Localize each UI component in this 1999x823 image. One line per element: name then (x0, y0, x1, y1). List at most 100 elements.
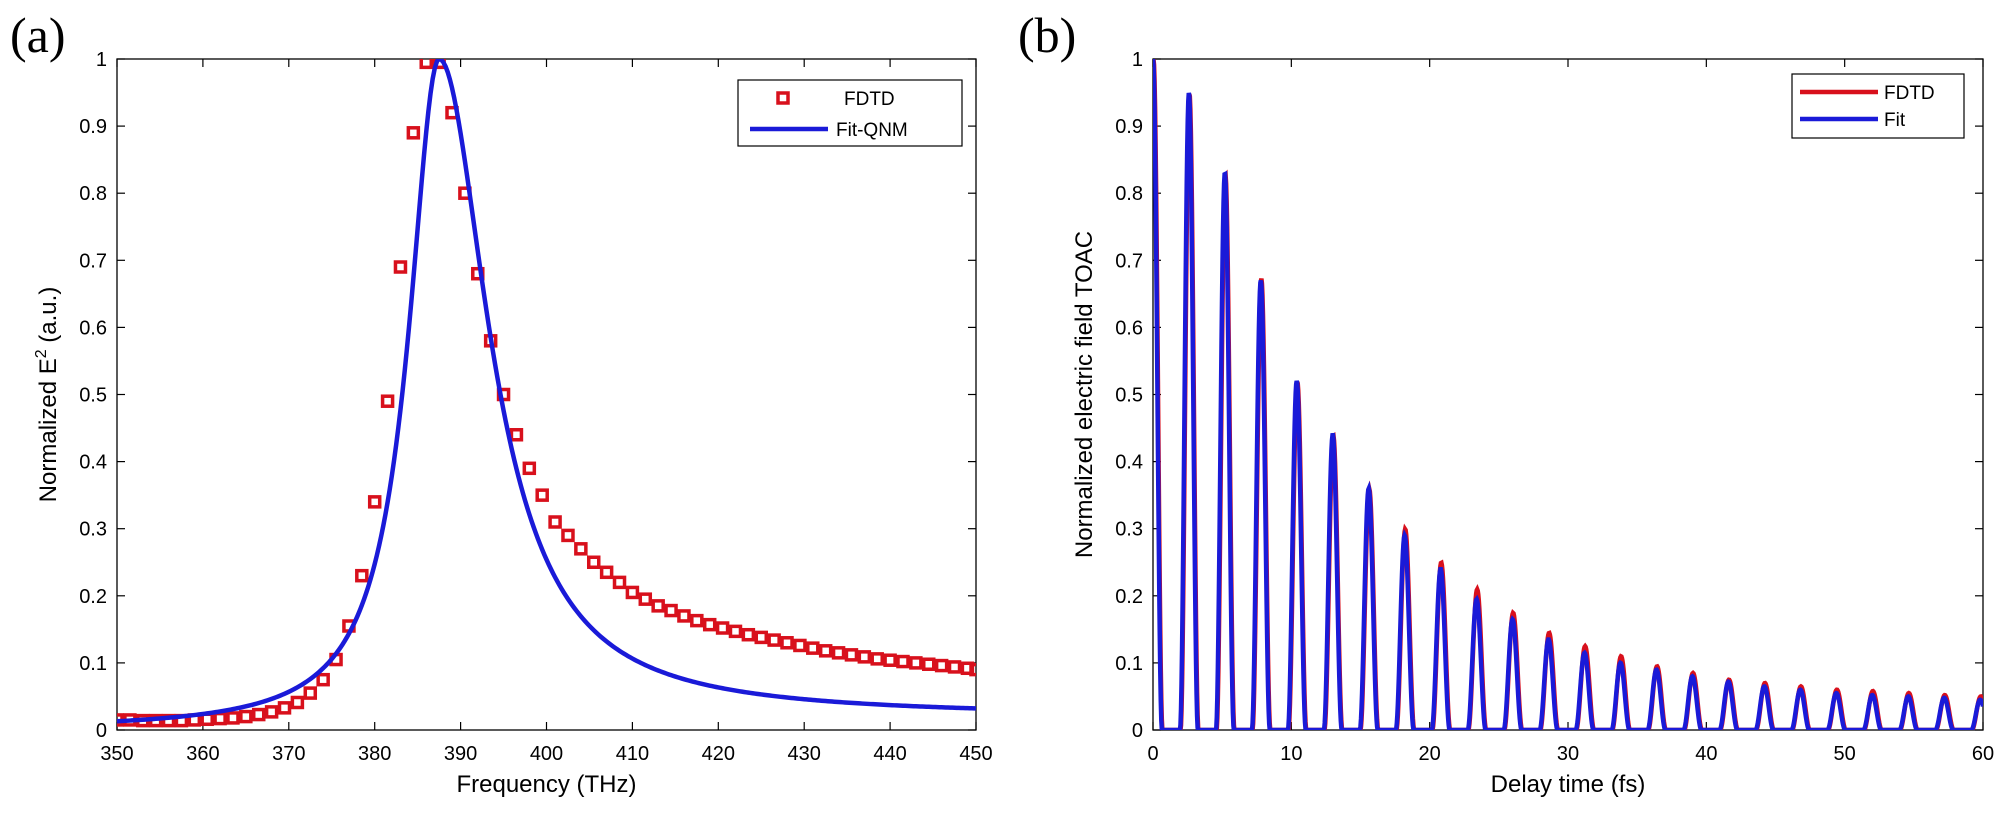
fdtd-point (896, 654, 910, 669)
fdtd-point (612, 575, 627, 590)
x-tick-label: 390 (444, 743, 477, 765)
y-tick-label: 0.8 (79, 183, 107, 205)
x-tick-label: 360 (186, 743, 219, 765)
fdtd-point (213, 711, 227, 726)
fdtd-point (638, 592, 653, 606)
plot-frame (1152, 58, 1984, 731)
legend-fdtd-marker (776, 91, 790, 105)
fdtd-markers (117, 59, 976, 728)
fdtd-point (251, 707, 266, 722)
fdtd-point (793, 638, 807, 653)
fdtd-point (651, 599, 665, 613)
x-tick-label: 440 (873, 743, 906, 765)
legend-fit-label: Fit-QNM (836, 120, 908, 141)
y-tick-label: 0 (96, 720, 107, 742)
fdtd-point (831, 646, 846, 660)
y-tick-label: 0.8 (1115, 183, 1143, 205)
y-tick-label: 0.7 (1115, 250, 1143, 272)
y-axis-label: Normalized E2 (a.u.) (33, 287, 62, 503)
y-tick-label: 0.7 (79, 250, 107, 272)
x-axis-label: Frequency (THz) (456, 771, 636, 798)
fdtd-point (677, 609, 691, 623)
y-tick-label: 0.4 (1115, 452, 1143, 474)
fit-qnm-line (117, 59, 976, 724)
fit-line (1153, 59, 1983, 730)
x-tick-label: 400 (530, 743, 563, 765)
x-tick-label: 430 (788, 743, 821, 765)
y-tick-label: 0.6 (1115, 317, 1143, 339)
x-tick-label: 350 (100, 743, 133, 765)
fdtd-point (419, 59, 433, 70)
fdtd-point (690, 613, 704, 628)
fdtd-point (857, 650, 872, 664)
fdtd-point (947, 660, 962, 674)
y-axis-label-unit: (a.u.) (35, 287, 62, 350)
y-tick-label: 0.2 (79, 586, 107, 608)
y-tick-label: 0.1 (79, 653, 107, 675)
fdtd-point (922, 657, 936, 671)
y-tick-label: 0.6 (79, 317, 107, 339)
fdtd-point (226, 711, 240, 725)
x-tick-label: 60 (1972, 743, 1994, 765)
legend-fdtd-label: FDTD (844, 89, 895, 110)
y-tick-label: 0.5 (79, 385, 107, 407)
fdtd-point (741, 627, 756, 642)
plot-frame (116, 58, 977, 731)
fdtd-point (355, 568, 369, 583)
x-axis-label: Delay time (fs) (1491, 771, 1646, 798)
fdtd-point (277, 701, 292, 715)
y-tick-label: 0.4 (79, 452, 107, 474)
y-tick-label: 0 (1132, 720, 1143, 742)
fdtd-point (870, 652, 884, 666)
fdtd-point (702, 617, 717, 632)
y-axis-label-sup: 2 (33, 349, 50, 358)
y-axis-label-main: Normalized E (35, 358, 62, 502)
fdtd-point (909, 656, 923, 670)
y-tick-label: 0.2 (1115, 586, 1143, 608)
y-tick-label: 1 (1132, 49, 1143, 71)
fdtd-point (406, 126, 421, 140)
x-tick-label: 380 (358, 743, 391, 765)
y-tick-label: 0.1 (1115, 653, 1143, 675)
x-tick-label: 10 (1280, 743, 1302, 765)
x-tick-label: 20 (1419, 743, 1441, 765)
legend-b: FDTD Fit (1791, 73, 1965, 139)
fdtd-point (548, 515, 562, 529)
fdtd-point (239, 709, 253, 724)
fdtd-point (522, 461, 537, 476)
x-tick-label: 410 (616, 743, 649, 765)
fdtd-point (367, 495, 382, 509)
fdtd-point (780, 636, 794, 650)
fdtd-point (599, 565, 614, 580)
fdtd-point (883, 653, 897, 667)
fdtd-point (574, 542, 588, 556)
x-tick-label: 40 (1695, 743, 1717, 765)
legend-box (1791, 73, 1965, 139)
fdtd-point (380, 394, 395, 408)
fdtd-point (969, 662, 976, 677)
fdtd-point (844, 648, 859, 662)
fdtd-point (586, 555, 601, 569)
fdtd-point (728, 624, 743, 639)
fdtd-point (767, 633, 781, 647)
y-tick-label: 0.9 (1115, 116, 1143, 138)
fdtd-point (561, 528, 575, 543)
fdtd-point (509, 428, 524, 442)
y-tick-label: 0.9 (79, 116, 107, 138)
fdtd-point (303, 686, 318, 700)
y-tick-label: 1 (96, 49, 107, 71)
y-tick-label: 0.3 (79, 519, 107, 541)
x-tick-label: 0 (1147, 743, 1158, 765)
fdtd-point (316, 672, 330, 687)
legend-fdtd-label: FDTD (1884, 83, 1935, 104)
fdtd-point (290, 695, 305, 710)
chart-b: 0 10 20 30 40 50 60 0 0.1 0.2 0.3 0.4 0.5 0.6 0.7 0.8 0.… (1071, 49, 1994, 798)
fdtd-point (393, 260, 408, 274)
fdtd-point (715, 621, 730, 635)
fdtd-line (1153, 59, 1983, 730)
y-tick-label: 0.3 (1115, 519, 1143, 541)
legend-box (737, 79, 963, 147)
panel-a-letter: (a) (10, 7, 66, 63)
fdtd-point (818, 644, 833, 658)
